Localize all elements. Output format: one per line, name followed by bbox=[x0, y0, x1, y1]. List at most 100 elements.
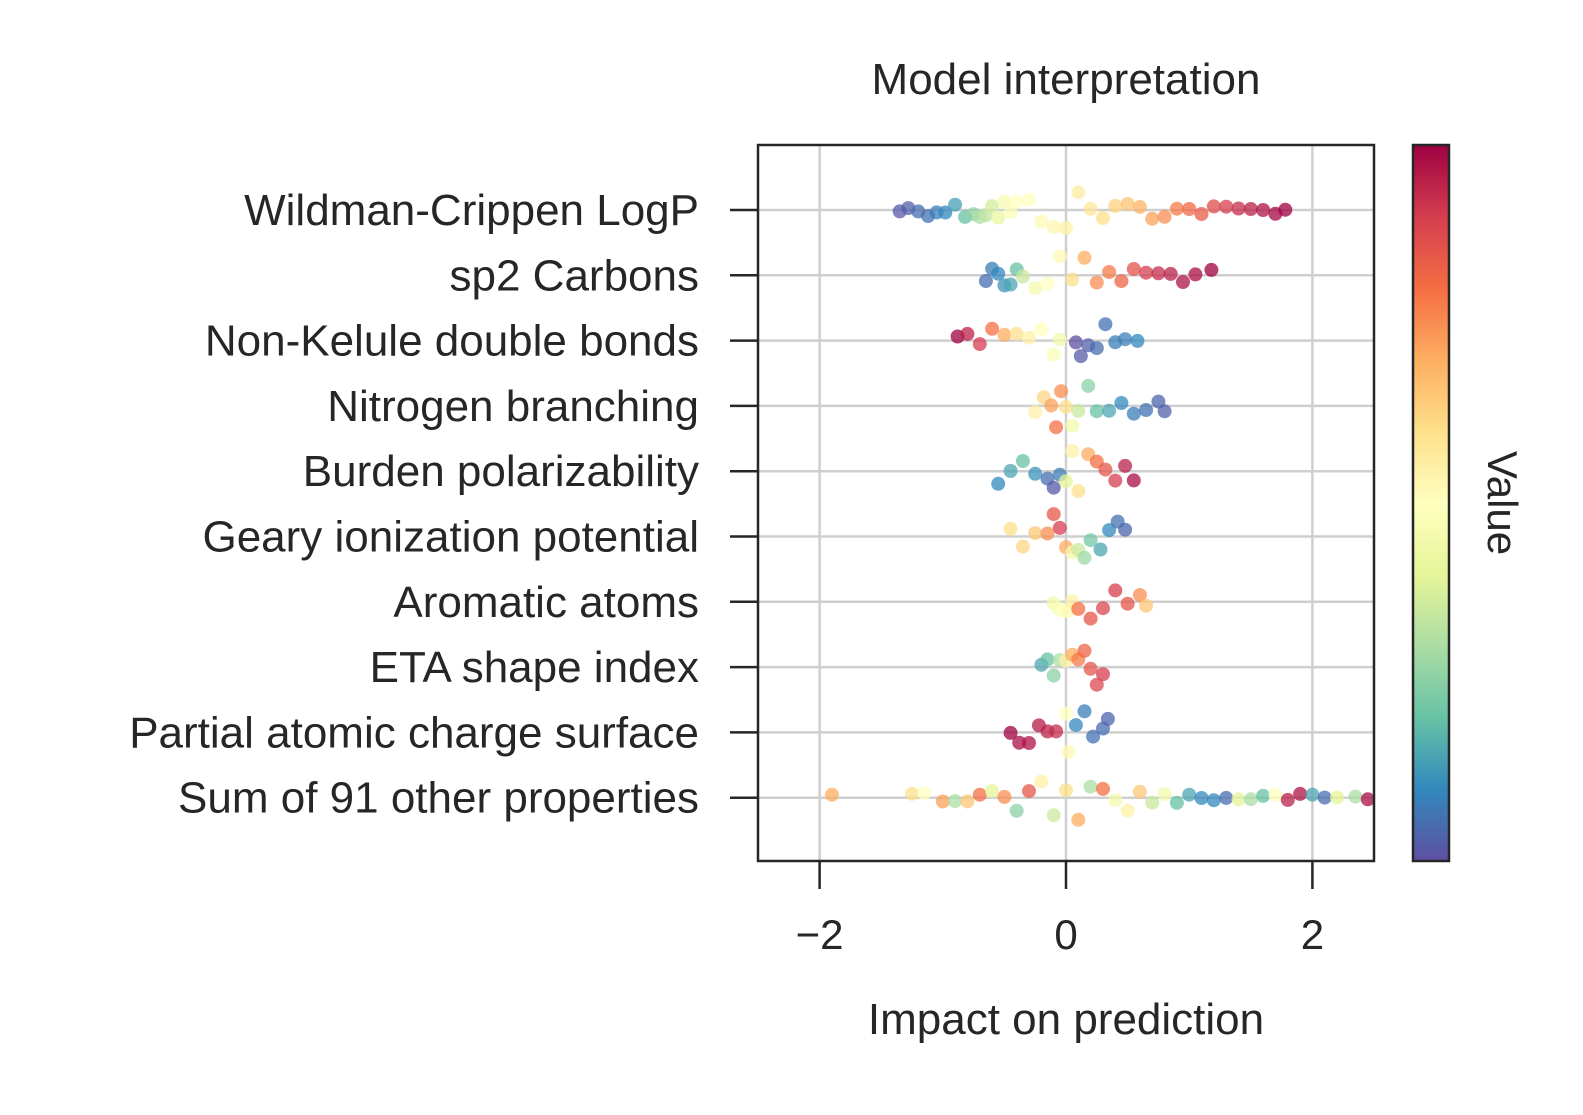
data-point bbox=[1108, 793, 1123, 808]
data-point bbox=[1089, 275, 1104, 290]
data-point bbox=[1102, 403, 1117, 418]
data-point bbox=[1231, 792, 1246, 807]
data-point bbox=[1009, 194, 1024, 209]
data-point bbox=[1081, 378, 1096, 393]
data-point bbox=[997, 194, 1012, 209]
data-point bbox=[1077, 250, 1092, 265]
data-point bbox=[1086, 729, 1101, 744]
data-point bbox=[1052, 249, 1067, 264]
data-point bbox=[1188, 267, 1203, 282]
data-point bbox=[1003, 521, 1018, 536]
data-point bbox=[985, 321, 1000, 336]
data-point bbox=[1068, 718, 1083, 733]
data-point bbox=[1280, 792, 1295, 807]
data-point bbox=[1182, 202, 1197, 216]
data-point bbox=[972, 787, 987, 802]
data-point bbox=[1040, 652, 1055, 667]
data-point bbox=[1132, 588, 1147, 602]
feature-label: Aromatic atoms bbox=[393, 578, 699, 627]
data-point bbox=[824, 787, 839, 802]
data-point bbox=[972, 337, 987, 352]
data-point bbox=[1061, 745, 1076, 759]
data-point bbox=[1003, 205, 1018, 220]
data-point bbox=[1098, 317, 1113, 332]
data-point bbox=[1049, 420, 1064, 435]
data-point bbox=[1102, 523, 1117, 538]
data-point bbox=[1096, 781, 1110, 796]
data-point bbox=[1118, 332, 1133, 347]
x-axis-label: Impact on prediction bbox=[868, 995, 1264, 1044]
data-point bbox=[1089, 341, 1104, 356]
feature-label: Burden polarizability bbox=[303, 447, 699, 496]
data-point bbox=[1176, 275, 1190, 289]
data-point bbox=[1052, 520, 1067, 535]
data-point bbox=[1139, 598, 1154, 613]
data-point bbox=[1077, 704, 1092, 719]
data-point bbox=[1317, 790, 1332, 805]
x-tick-label: 0 bbox=[1054, 911, 1077, 958]
data-point bbox=[1348, 789, 1363, 804]
data-point bbox=[1034, 214, 1049, 229]
feature-labels: Wildman-Crippen LogP sp2 Carbons Non-Kelul… bbox=[129, 186, 758, 823]
data-point bbox=[1044, 398, 1059, 413]
data-point bbox=[1003, 277, 1018, 292]
data-point bbox=[1089, 404, 1104, 419]
data-point bbox=[1206, 199, 1221, 214]
data-point bbox=[1114, 274, 1129, 289]
data-point bbox=[1206, 793, 1221, 808]
data-point bbox=[1083, 779, 1098, 794]
x-tick-label: 2 bbox=[1301, 911, 1324, 958]
data-point bbox=[1054, 384, 1069, 399]
data-point bbox=[1093, 542, 1108, 557]
data-point bbox=[1231, 201, 1246, 216]
data-point bbox=[1059, 706, 1073, 721]
data-point bbox=[1268, 787, 1283, 802]
data-point bbox=[1040, 276, 1055, 291]
data-point bbox=[1046, 347, 1061, 362]
chart-title: Model interpretation bbox=[872, 55, 1261, 104]
data-point bbox=[1169, 795, 1184, 810]
data-point bbox=[991, 476, 1006, 491]
data-point bbox=[1157, 209, 1172, 224]
data-point bbox=[1071, 403, 1086, 418]
data-point bbox=[1046, 668, 1061, 683]
data-point bbox=[1132, 784, 1147, 799]
data-point bbox=[1151, 266, 1166, 281]
data-point bbox=[1040, 526, 1055, 541]
data-point bbox=[1102, 265, 1117, 279]
feature-label: Partial atomic charge surface bbox=[129, 708, 699, 757]
data-point bbox=[1022, 784, 1036, 799]
data-point bbox=[1083, 611, 1098, 626]
data-point bbox=[1083, 201, 1098, 216]
data-point bbox=[985, 199, 1000, 214]
data-point bbox=[1126, 406, 1141, 421]
data-point bbox=[938, 205, 953, 220]
data-point bbox=[1028, 526, 1043, 541]
data-point bbox=[1100, 711, 1115, 726]
data-point bbox=[1108, 583, 1123, 598]
data-point bbox=[997, 789, 1012, 804]
data-point bbox=[1046, 220, 1061, 234]
feature-label: Sum of 91 other properties bbox=[178, 774, 699, 823]
data-point bbox=[960, 794, 975, 809]
data-point bbox=[1108, 198, 1123, 213]
data-point bbox=[1204, 262, 1219, 277]
data-point bbox=[1034, 322, 1049, 337]
data-point bbox=[935, 794, 950, 809]
data-point bbox=[1118, 522, 1133, 537]
feature-label: Geary ionization potential bbox=[202, 513, 699, 562]
data-point bbox=[1015, 269, 1030, 284]
data-point bbox=[917, 786, 932, 801]
data-point bbox=[1114, 396, 1129, 410]
x-axis-ticks: −2 0 2 bbox=[796, 861, 1324, 958]
data-point bbox=[1003, 464, 1018, 478]
data-point bbox=[1071, 601, 1086, 616]
colorbar-label: Value bbox=[1479, 451, 1526, 555]
data-point bbox=[1096, 601, 1110, 616]
data-point bbox=[1132, 199, 1147, 214]
data-point bbox=[1046, 480, 1061, 495]
data-point bbox=[1194, 207, 1209, 221]
data-point bbox=[1145, 795, 1160, 810]
data-point bbox=[1118, 458, 1133, 473]
